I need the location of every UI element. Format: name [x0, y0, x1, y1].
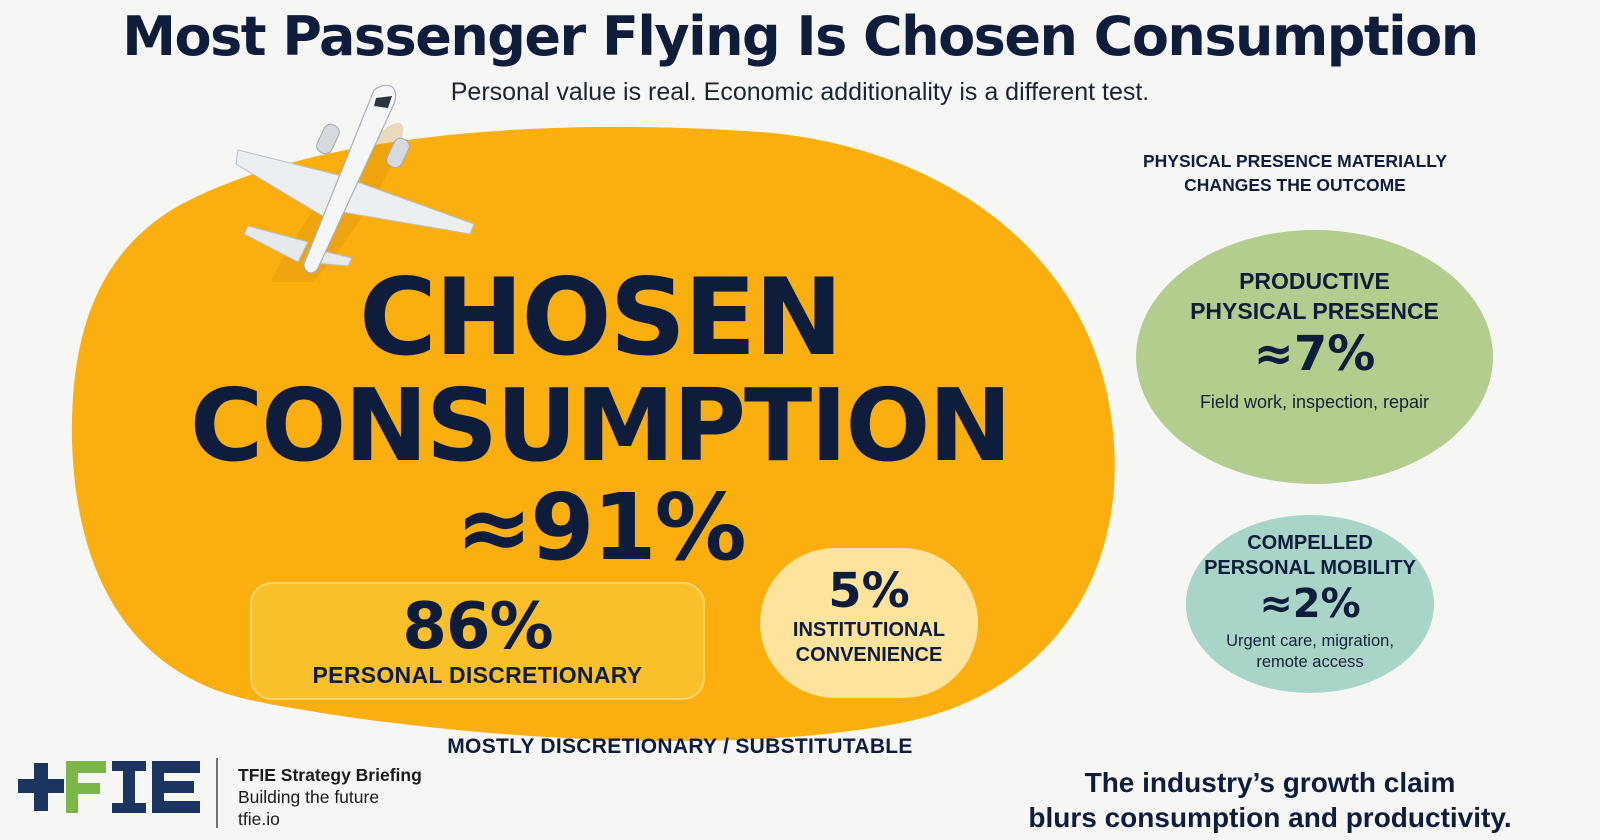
conclusion-text: The industry’s growth claim blurs consum… [990, 765, 1550, 835]
compelled-mobility-label: COMPELLED PERSONAL MOBILITY [1186, 531, 1434, 581]
productive-presence-label: PRODUCTIVE PHYSICAL PRESENCE [1136, 266, 1493, 326]
brand-name: TFIE Strategy Briefing [238, 765, 422, 785]
physical-presence-heading: PHYSICAL PRESENCE MATERIALLY CHANGES THE… [1130, 149, 1460, 197]
productive-presence-description: Field work, inspection, repair [1199, 392, 1430, 412]
personal-discretionary-label: PERSONAL DISCRETIONARY [312, 662, 643, 688]
productive-presence-ellipse: PRODUCTIVE PHYSICAL PRESENCE ≈7% Field w… [1136, 230, 1493, 484]
compelled-mobility-description-2: remote access [1256, 653, 1364, 671]
personal-discretionary-card: 86% PERSONAL DISCRETIONARY [250, 582, 705, 700]
productive-presence-value: ≈7% [1253, 326, 1376, 382]
conclusion-line-1: The industry’s growth claim [1084, 767, 1456, 798]
compelled-mobility-description: Urgent care, migration, remote access [1186, 631, 1434, 673]
consumption-label: CONSUMPTION [189, 367, 1012, 484]
compelled-mobility-ellipse: COMPELLED PERSONAL MOBILITY ≈2% Urgent c… [1186, 515, 1434, 693]
compelled-mobility-value: ≈2% [1259, 581, 1361, 627]
brand-tagline: Building the future [238, 787, 380, 807]
productive-presence-label-2: PHYSICAL PRESENCE [1190, 298, 1439, 324]
chosen-consumption-share: ≈91% [455, 474, 746, 581]
institutional-convenience-value: 5% [828, 563, 910, 619]
chosen-label: CHOSEN [358, 256, 843, 379]
logo-divider [216, 758, 218, 828]
airplane-icon [235, 84, 475, 282]
institutional-convenience-label-1: INSTITUTIONAL [792, 619, 946, 641]
compelled-mobility-description-1: Urgent care, migration, [1226, 632, 1394, 650]
physical-presence-heading-1: PHYSICAL PRESENCE MATERIALLY [1142, 151, 1448, 171]
conclusion-line-2: blurs consumption and productivity. [1028, 802, 1512, 833]
compelled-mobility-label-2: PERSONAL MOBILITY [1204, 557, 1416, 579]
brand-website: tfie.io [238, 809, 280, 829]
tfie-logo [18, 761, 200, 813]
brand-block: TFIE Strategy Briefing Building the futu… [238, 764, 422, 830]
page-title: Most Passenger Flying Is Chosen Consumpt… [122, 5, 1479, 68]
institutional-convenience-card: 5% INSTITUTIONAL CONVENIENCE [760, 548, 978, 698]
compelled-mobility-label-1: COMPELLED [1247, 532, 1373, 554]
page-subtitle: Personal value is real. Economic additio… [450, 78, 1150, 106]
productive-presence-label-1: PRODUCTIVE [1239, 268, 1390, 294]
institutional-convenience-label-2: CONVENIENCE [795, 644, 943, 666]
blob-caption: MOSTLY DISCRETIONARY / SUBSTITUTABLE [447, 735, 913, 758]
personal-discretionary-value: 86% [402, 590, 553, 664]
physical-presence-heading-2: CHANGES THE OUTCOME [1184, 175, 1406, 195]
